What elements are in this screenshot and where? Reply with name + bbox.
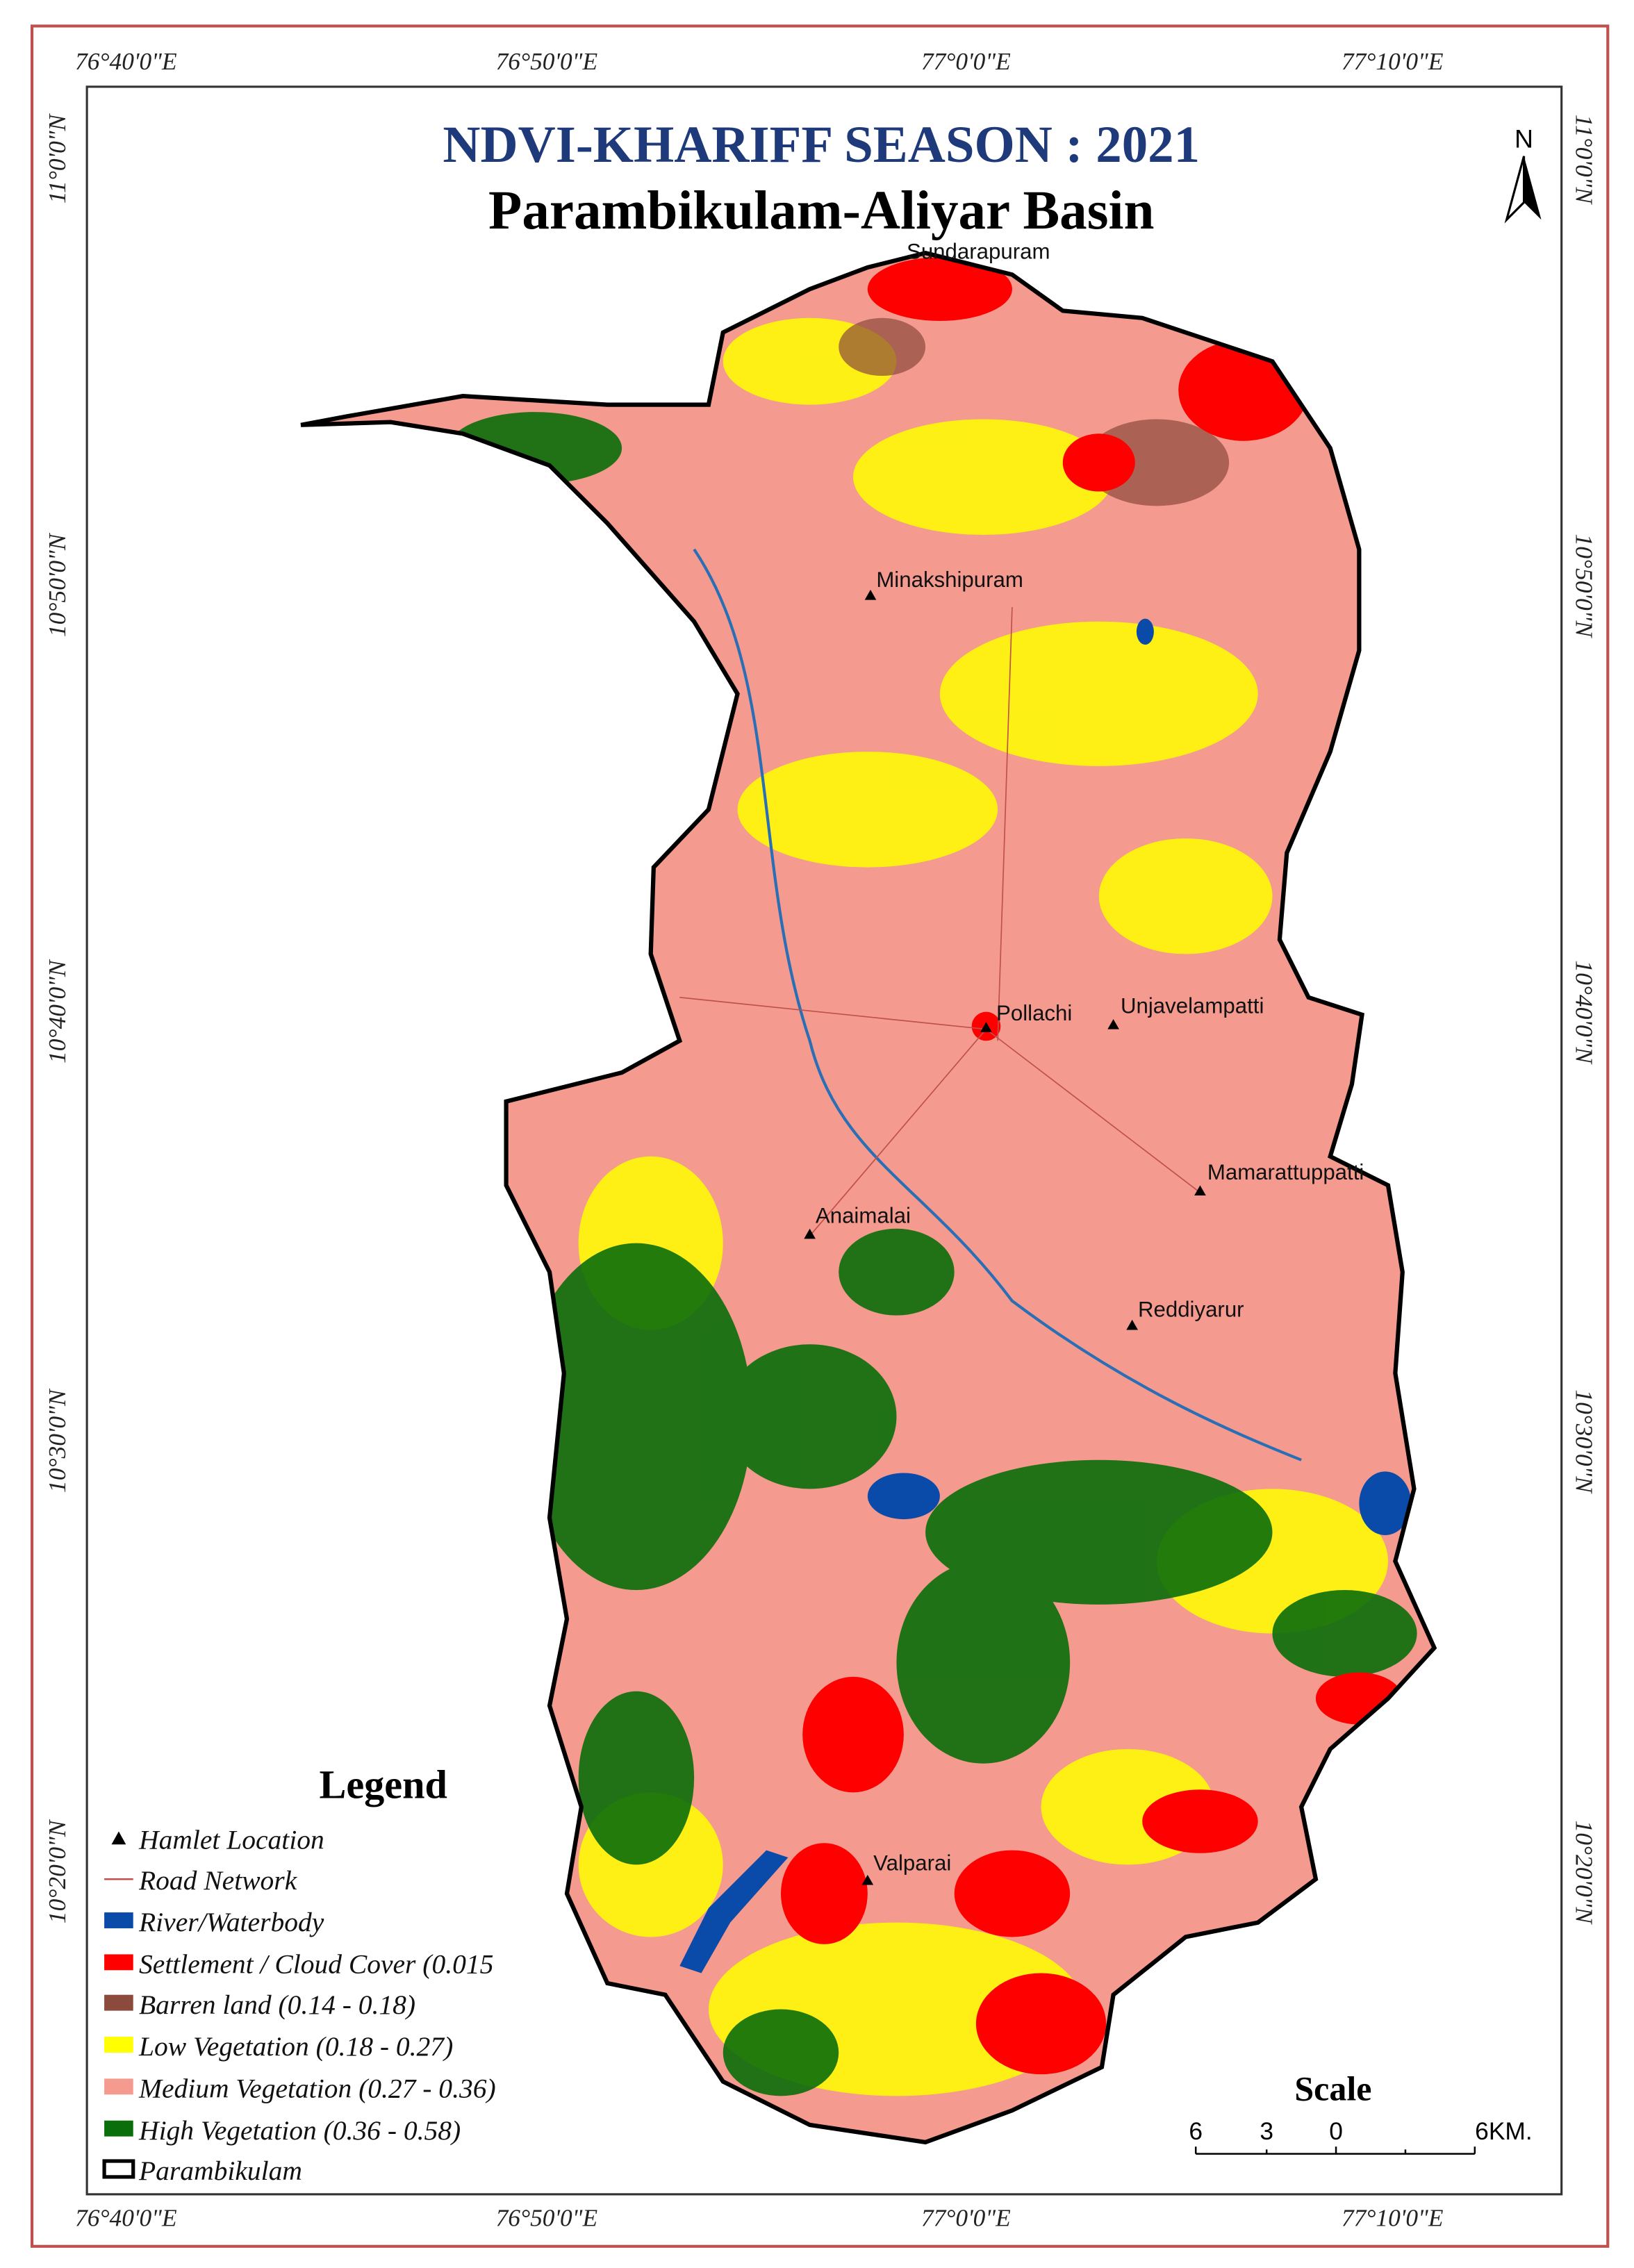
waterbody xyxy=(867,1473,940,1520)
road xyxy=(679,606,1200,1236)
hamlet-label: Mamarattuppatti xyxy=(1207,1160,1364,1184)
hamlet-label: Sundarapuram xyxy=(907,239,1050,263)
north-label: N xyxy=(1515,124,1533,153)
legend-label: Medium Vegetation (0.27 - 0.36) xyxy=(138,2073,496,2103)
hamlet-marker xyxy=(864,590,877,600)
hamlet-marker xyxy=(980,1022,992,1032)
legend-symbol xyxy=(102,2159,135,2179)
scale-label: 3 xyxy=(1260,2118,1273,2145)
waterbody xyxy=(679,1850,789,1973)
patch xyxy=(520,1243,752,1591)
patch xyxy=(853,419,1114,535)
legend-label: High Vegetation (0.36 - 0.58) xyxy=(138,2115,461,2146)
coord-label: 11°0'0"N xyxy=(1570,115,1598,206)
patch xyxy=(975,1973,1107,2075)
hamlet-marker xyxy=(861,1874,874,1885)
scale-label: 6 xyxy=(1189,2118,1203,2145)
coord-label: 76°40'0"E xyxy=(75,2204,177,2232)
hamlet-label: Minakshipuram xyxy=(876,568,1023,592)
hamlet-marker xyxy=(1126,1319,1138,1330)
patch xyxy=(780,1843,868,1944)
map-subtitle: Parambikulam-Aliyar Basin xyxy=(488,181,1154,241)
legend-label: River/Waterbody xyxy=(138,1907,324,1937)
legend-title: Legend xyxy=(319,1762,447,1807)
patch xyxy=(723,2009,839,2096)
patch xyxy=(939,621,1258,766)
hamlet-marker xyxy=(1194,1185,1206,1195)
waterbody xyxy=(1359,1471,1412,1535)
high-vegetation xyxy=(448,412,1417,2096)
legend-label: Hamlet Location xyxy=(138,1825,324,1855)
patch xyxy=(1142,1789,1258,1853)
patch xyxy=(1098,838,1273,954)
coord-label: 10°30'0"N xyxy=(43,1388,71,1493)
legend-symbol xyxy=(104,1954,133,1971)
river xyxy=(693,548,1302,1462)
scale-label: 0 xyxy=(1329,2118,1343,2145)
legend-symbol xyxy=(104,2037,133,2053)
top-labels: 76°40'0"E 76°50'0"E 77°0'0"E 77°10'0"E 7… xyxy=(75,47,1444,2232)
map-title: NDVI-KHARIFF SEASON : 2021 xyxy=(443,116,1200,174)
legend-label: Road Network xyxy=(138,1865,298,1896)
patch xyxy=(839,1228,955,1316)
coord-label: 76°50'0"E xyxy=(496,47,598,75)
coord-label: 76°40'0"E xyxy=(75,47,177,75)
legend-symbol xyxy=(104,2120,133,2137)
coord-label: 77°0'0"E xyxy=(921,2204,1011,2232)
legend-symbol xyxy=(111,1831,126,1845)
scale-title: Scale xyxy=(1294,2069,1371,2108)
coord-label: 77°0'0"E xyxy=(921,47,1011,75)
hamlet-label: Anaimalai xyxy=(816,1203,911,1227)
coord-label: 10°20'0"N xyxy=(1570,1821,1598,1926)
patch xyxy=(1272,1590,1417,1677)
legend-symbol xyxy=(104,1994,133,2011)
left-labels: 11°0'0"N 10°50'0"N 10°40'0"N 10°30'0"N 1… xyxy=(43,113,1599,1925)
coord-label: 77°10'0"E xyxy=(1342,2204,1444,2232)
coord-label: 76°50'0"E xyxy=(496,2204,598,2232)
coord-label: 10°40'0"N xyxy=(43,959,71,1063)
coord-label: 10°30'0"N xyxy=(1570,1389,1598,1494)
coord-label: 10°40'0"N xyxy=(1570,960,1598,1065)
patch xyxy=(839,317,926,376)
coord-label: 10°50'0"N xyxy=(43,532,71,637)
legend: Legend Hamlet Location Road Network Rive… xyxy=(102,1762,496,2186)
legend-label: Barren land (0.14 - 0.18) xyxy=(139,1989,415,2020)
patch xyxy=(867,257,1012,321)
hamlet-labels: Sundarapuram Minakshipuram Pollachi Unja… xyxy=(816,239,1364,1875)
north-arrow: N xyxy=(1504,124,1542,224)
scale-label: 6KM. xyxy=(1475,2118,1533,2145)
patch xyxy=(954,1850,1071,1937)
hamlet-marker xyxy=(804,1228,816,1239)
hamlet-markers xyxy=(804,590,1206,1885)
legend-label: Parambikulam xyxy=(138,2155,302,2186)
legend-symbol xyxy=(104,2078,133,2095)
hamlet-label: Pollachi xyxy=(996,1001,1072,1025)
coord-label: 10°50'0"N xyxy=(1570,534,1598,639)
legend-symbol xyxy=(104,1912,133,1928)
patch xyxy=(723,1344,897,1489)
coord-label: 10°20'0"N xyxy=(43,1819,71,1923)
patch xyxy=(802,1676,904,1793)
hamlet-marker xyxy=(1107,1019,1119,1029)
coord-label: 11°0'0"N xyxy=(43,113,71,204)
hamlet-label: Unjavelampatti xyxy=(1121,994,1264,1018)
scale-line xyxy=(1194,2146,1476,2155)
patch xyxy=(578,1691,695,1865)
legend-label: Settlement / Cloud Cover (0.015 xyxy=(139,1948,493,1979)
coord-label: 77°10'0"E xyxy=(1342,47,1444,75)
waterbody xyxy=(1136,618,1154,645)
hamlet-label: Valparai xyxy=(873,1851,951,1876)
hamlet-label: Reddiyarur xyxy=(1138,1298,1244,1322)
scale-bar: Scale 6 3 0 6KM. xyxy=(1189,2069,1533,2155)
patch xyxy=(737,752,998,868)
patch xyxy=(896,1561,1071,1764)
north-arrow-right xyxy=(1524,156,1542,220)
patch xyxy=(1062,433,1135,492)
legend-label: Low Vegetation (0.18 - 0.27) xyxy=(138,2031,453,2062)
